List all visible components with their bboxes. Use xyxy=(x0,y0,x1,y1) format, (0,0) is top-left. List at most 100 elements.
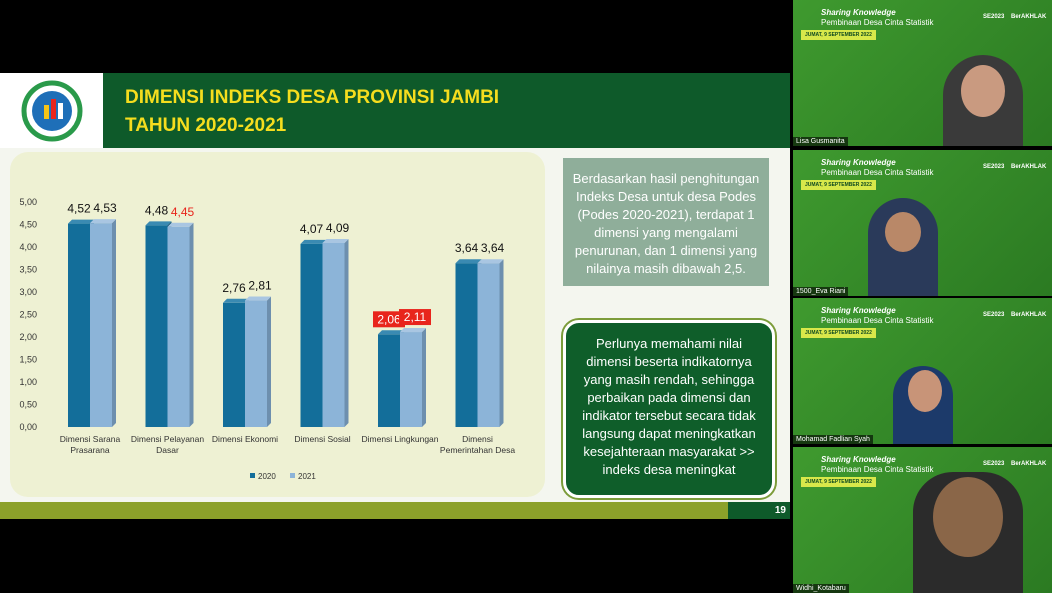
legend-label: 2021 xyxy=(298,472,316,481)
bar-top xyxy=(245,296,271,301)
banner-logo: BerAKHLAK xyxy=(1011,14,1047,20)
bar-top xyxy=(400,328,426,333)
banner-date: JUMAT, 9 SEPTEMBER 2022 xyxy=(801,180,876,190)
bar xyxy=(223,302,245,427)
bar xyxy=(477,263,500,427)
bar xyxy=(455,263,478,427)
participant-tile: Sharing Knowledge Pembinaan Desa Cinta St… xyxy=(793,447,1052,593)
banner-title: Sharing Knowledge xyxy=(821,8,896,17)
value-label: 2,11 xyxy=(404,310,427,324)
slide-header: DIMENSI INDEKS DESA PROVINSI JAMBI TAHUN… xyxy=(103,73,790,148)
y-tick-label: 3,00 xyxy=(19,287,37,297)
bar xyxy=(68,223,90,427)
bar xyxy=(167,226,190,427)
participant-tile: Sharing Knowledge Pembinaan Desa Cinta St… xyxy=(793,0,1052,146)
logo-icon xyxy=(21,80,83,142)
page-number: 19 xyxy=(728,502,790,519)
value-label-box xyxy=(399,309,431,326)
banner-title: Sharing Knowledge xyxy=(821,455,896,464)
value-label: 2,76 xyxy=(222,281,246,295)
bar xyxy=(90,223,112,427)
value-label: 4,53 xyxy=(93,201,117,215)
bar-side xyxy=(189,222,194,427)
x-tick-label: Dimensi Ekonomi xyxy=(211,434,279,444)
bar xyxy=(300,243,323,427)
face xyxy=(885,212,921,252)
banner-subtitle: Pembinaan Desa Cinta Statistik xyxy=(821,316,934,325)
legend-swatch xyxy=(290,473,295,478)
bar xyxy=(378,334,400,427)
x-tick-label: Dimensi Sarana Prasarana xyxy=(59,434,121,455)
x-tick-label: Dimensi Lingkungan xyxy=(361,434,439,444)
chart-panel: 0,00 0,50 1,00 1,50 2,00 2,50 3,00 3,50 4,00 4,50… xyxy=(10,152,545,497)
bar-top xyxy=(90,219,116,224)
slide-title: TAHUN 2020-2021 xyxy=(125,115,287,136)
bar-side xyxy=(267,296,271,427)
y-tick-label: 5,00 xyxy=(19,197,37,207)
value-label: 4,52 xyxy=(67,202,91,216)
bar-top xyxy=(477,259,504,264)
bar-top xyxy=(455,259,482,264)
bar-side xyxy=(344,238,349,427)
y-tick-label: 2,50 xyxy=(19,310,37,320)
value-label: 2,06 xyxy=(377,312,401,326)
value-label: 3,64 xyxy=(455,241,479,255)
participant-name: Mohamad Fadlian Syah xyxy=(793,435,873,444)
banner-logo: BerAKHLAK xyxy=(1011,312,1047,318)
y-tick-label: 4,00 xyxy=(19,242,37,252)
banner-date: JUMAT, 9 SEPTEMBER 2022 xyxy=(801,328,876,338)
participant-tile: Sharing Knowledge Pembinaan Desa Cinta St… xyxy=(793,150,1052,296)
value-label-box xyxy=(373,311,405,328)
bar-top xyxy=(322,238,349,243)
banner-title: Sharing Knowledge xyxy=(821,306,896,315)
bar-top xyxy=(378,330,404,335)
value-label: 4,09 xyxy=(326,221,350,235)
value-label: 4,48 xyxy=(145,203,169,217)
bar-side xyxy=(422,328,426,427)
logo xyxy=(0,73,103,148)
banner-subtitle: Pembinaan Desa Cinta Statistik xyxy=(821,18,934,27)
bar-top xyxy=(167,222,194,227)
x-tick-label: Dimensi Sosial xyxy=(294,434,351,444)
banner-logo: SE2023 xyxy=(983,164,1005,170)
banner-subtitle: Pembinaan Desa Cinta Statistik xyxy=(821,168,934,177)
bar-top xyxy=(68,219,94,224)
slide: DIMENSI INDEKS DESA PROVINSI JAMBI TAHUN… xyxy=(0,73,790,519)
bar-side xyxy=(499,259,504,427)
note-box: Perlunya memahami nilai dimensi beserta … xyxy=(563,320,775,498)
banner-date: JUMAT, 9 SEPTEMBER 2022 xyxy=(801,477,876,487)
banner-logo: SE2023 xyxy=(983,312,1005,318)
face xyxy=(961,65,1005,117)
participant-name: 1500_Eva Riani xyxy=(793,287,849,296)
y-tick-label: 2,00 xyxy=(19,332,37,342)
y-tick-label: 0,00 xyxy=(19,422,37,432)
banner-subtitle: Pembinaan Desa Cinta Statistik xyxy=(821,465,934,474)
face xyxy=(908,370,942,412)
banner-title: Sharing Knowledge xyxy=(821,158,896,167)
chart: 0,00 0,50 1,00 1,50 2,00 2,50 3,00 3,50 4,00 4,50… xyxy=(19,197,504,481)
participant-name: Lisa Gusmanita xyxy=(793,137,848,146)
value-label: 2,81 xyxy=(248,279,272,293)
legend-label: 2020 xyxy=(258,472,276,481)
banner-date: JUMAT, 9 SEPTEMBER 2022 xyxy=(801,30,876,40)
y-tick-label: 1,50 xyxy=(19,355,37,365)
banner-logo: BerAKHLAK xyxy=(1011,164,1047,170)
slide-title: DIMENSI INDEKS DESA PROVINSI JAMBI xyxy=(125,87,500,108)
banner-logo: SE2023 xyxy=(983,14,1005,20)
y-tick-label: 1,00 xyxy=(19,377,37,387)
face xyxy=(933,477,1003,557)
bar xyxy=(145,225,168,427)
legend-swatch xyxy=(250,473,255,478)
y-tick-label: 3,50 xyxy=(19,265,37,275)
banner-logo: SE2023 xyxy=(983,461,1005,467)
participant-tile: Sharing Knowledge Pembinaan Desa Cinta St… xyxy=(793,298,1052,444)
bar-top xyxy=(223,298,249,303)
participant-name: Widhi_Kotabaru xyxy=(793,584,849,593)
footer-bar xyxy=(0,502,790,519)
value-label: 4,07 xyxy=(300,222,324,236)
bar-top xyxy=(300,239,327,244)
bar-side xyxy=(112,219,116,427)
note-box: Berdasarkan hasil penghitungan Indeks De… xyxy=(563,158,769,286)
banner-logo: BerAKHLAK xyxy=(1011,461,1047,467)
